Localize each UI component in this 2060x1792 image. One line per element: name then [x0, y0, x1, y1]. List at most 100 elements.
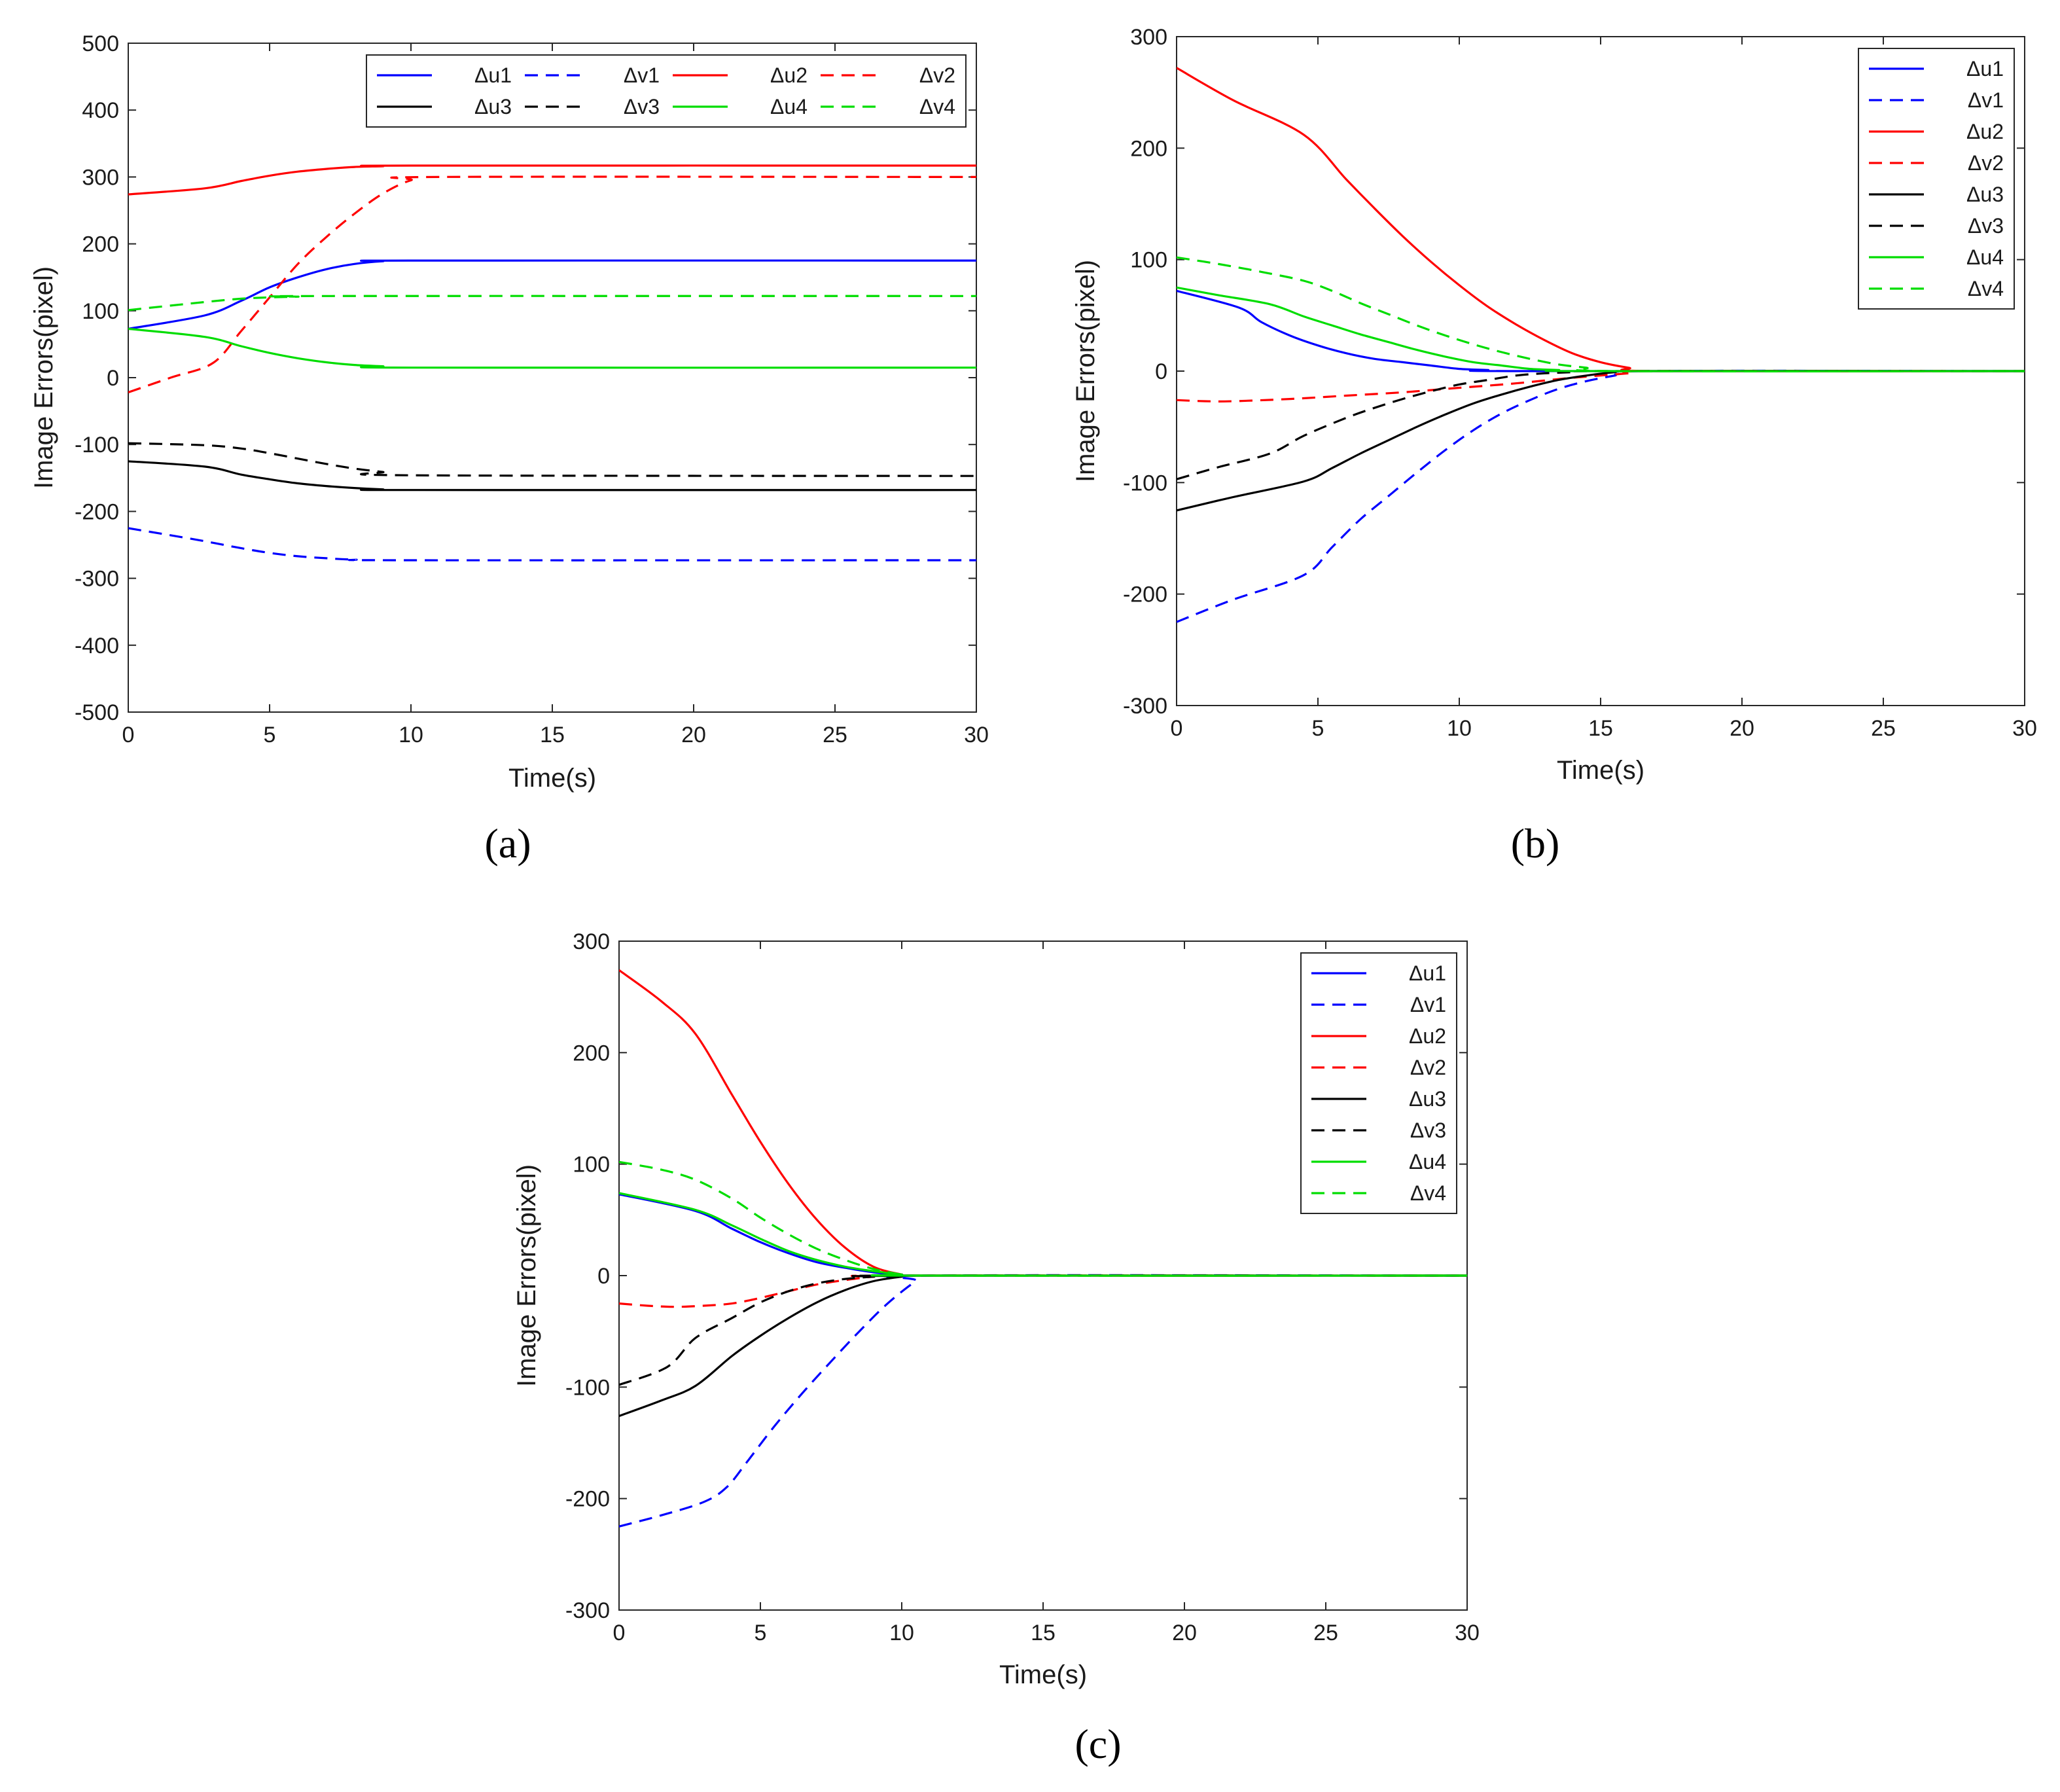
chart-a-ytick-label: -300 [75, 567, 119, 592]
chart-c-legend-label: Δv1 [1410, 993, 1446, 1016]
chart-a-legend-label: Δu3 [474, 95, 512, 118]
chart-a-series-delta-v3 [128, 442, 976, 477]
chart-c-ytick-label: 200 [573, 1041, 610, 1066]
chart-a-series-delta-v1 [128, 527, 976, 562]
chart-a-legend-label: Δu2 [770, 63, 808, 87]
chart-b-ytick-label: 100 [1130, 248, 1167, 273]
chart-b-legend: Δu1 Δv1 Δu2 Δv2 Δu3 Δv3 Δu4 Δv4 [1858, 48, 2015, 310]
chart-b-ytick-label: 200 [1130, 136, 1167, 161]
chart-a-plot-area: 0 5 10 15 20 25 30 -500 -400 -300 -200 -100 0 100 200 3… [75, 31, 989, 747]
chart-c-plot-area: 0 5 10 15 20 25 30 -300 -200 -100 0 100 200 300 Δu1 Δv1… [565, 929, 1480, 1645]
chart-c-series-delta-v3 [619, 1274, 1467, 1386]
chart-a-xtick-label: 20 [681, 723, 706, 747]
chart-b-ytick-label: -300 [1123, 694, 1167, 719]
chart-c-ytick-label: -100 [565, 1375, 610, 1400]
chart-a-legend-label: Δv1 [624, 63, 660, 87]
chart-a-series-delta-v2 [128, 175, 976, 394]
chart-a-ytick-label: -200 [75, 499, 119, 524]
chart-a-legend-label: Δv4 [919, 95, 955, 118]
chart-a-series-delta-v4 [128, 295, 976, 312]
chart-a-ytick-label: -500 [75, 700, 119, 725]
chart-b-xtick-label: 30 [2012, 716, 2037, 741]
chart-a-ytick-label: 400 [82, 98, 119, 123]
chart-c-legend-label: Δv2 [1410, 1056, 1446, 1079]
chart-c-series-delta-v4 [619, 1160, 1467, 1277]
chart-c-legend-label: Δu4 [1409, 1150, 1446, 1174]
chart-panel-b: 0 5 10 15 20 25 30 -300 -200 -100 0 100 200 300 Δu1 Δv1… [1071, 25, 2037, 867]
chart-b-ytick-label: -100 [1123, 471, 1167, 495]
chart-b-xtick-label: 25 [1871, 716, 1896, 741]
chart-a-xtick-label: 25 [823, 723, 847, 747]
chart-c-legend-label: Δv4 [1410, 1181, 1446, 1205]
chart-c-ylabel: Image Errors(pixel) [512, 1164, 541, 1387]
chart-b-plot-area: 0 5 10 15 20 25 30 -300 -200 -100 0 100 200 300 Δu1 Δv1… [1123, 25, 2037, 741]
chart-b-xlabel: Time(s) [1557, 756, 1644, 785]
chart-a-xlabel: Time(s) [508, 764, 596, 793]
chart-a-xtick-label: 15 [540, 723, 565, 747]
chart-a-xtick-label: 10 [399, 723, 423, 747]
chart-b-series-delta-v4 [1177, 256, 2025, 372]
chart-b-ytick-label: 300 [1130, 25, 1167, 50]
chart-b-series-group [1177, 67, 2025, 623]
chart-c-xtick-label: 15 [1031, 1621, 1056, 1645]
chart-a-legend-box [366, 54, 967, 128]
chart-a-xtick-label: 5 [264, 723, 276, 747]
chart-a-ytick-label: 300 [82, 165, 119, 190]
chart-a-legend: Δu1 Δv1 Δu2 Δv2 Δu3 Δv3 Δu4 Δv4 [366, 54, 967, 128]
chart-b-panel-label: (b) [1511, 820, 1560, 867]
chart-panel-a: 0 5 10 15 20 25 30 -500 -400 -300 -200 -100 0 100 200 3… [29, 31, 989, 867]
chart-b-xtick-label: 0 [1171, 716, 1183, 741]
chart-a-legend-label: Δv3 [624, 95, 660, 118]
chart-a-series-group [128, 164, 976, 562]
chart-a-series-delta-u2 [128, 164, 976, 196]
chart-c-ytick-label: 0 [597, 1264, 610, 1289]
chart-b-legend-label: Δu3 [1966, 183, 2004, 206]
chart-c-ytick-label: 300 [573, 929, 610, 954]
chart-c-xtick-label: 5 [755, 1621, 767, 1645]
chart-c-series-delta-u4 [619, 1192, 1467, 1277]
chart-a-series-delta-u4 [128, 327, 976, 369]
chart-a-legend-label: Δu4 [770, 95, 808, 118]
chart-a-frame [128, 43, 977, 713]
chart-a-xtick-label: 30 [964, 723, 989, 747]
chart-c-xtick-label: 25 [1313, 1621, 1338, 1645]
chart-b-ytick-label: 0 [1155, 359, 1167, 384]
chart-c-legend-label: Δu3 [1409, 1087, 1446, 1111]
chart-b-ylabel: Image Errors(pixel) [1071, 260, 1100, 482]
chart-c-legend-box [1300, 952, 1457, 1214]
chart-a-ytick-label: -400 [75, 634, 119, 658]
chart-b-legend-box [1858, 48, 2015, 310]
chart-b-legend-label: Δv3 [1968, 214, 2004, 238]
chart-c-xlabel: Time(s) [999, 1660, 1087, 1689]
chart-c-xtick-label: 0 [613, 1621, 626, 1645]
chart-a-ylabel: Image Errors(pixel) [29, 266, 58, 489]
chart-c-xtick-label: 30 [1455, 1621, 1480, 1645]
chart-b-legend-label: Δv1 [1968, 88, 2004, 112]
chart-b-series-delta-v1 [1177, 369, 2025, 623]
chart-c-legend-label: Δu1 [1409, 961, 1446, 985]
chart-c-xtick-label: 10 [889, 1621, 914, 1645]
chart-a-legend-label: Δu1 [474, 63, 512, 87]
chart-a-ytick-label: 200 [82, 232, 119, 257]
chart-b-legend-label: Δv2 [1968, 151, 2004, 175]
chart-a-panel-label: (a) [484, 820, 531, 867]
chart-a-legend-label: Δv2 [919, 63, 955, 87]
chart-b-xtick-label: 10 [1447, 716, 1472, 741]
chart-c-series-group [619, 969, 1467, 1528]
chart-c-ytick-label: -300 [565, 1598, 610, 1623]
chart-a-series-delta-u1 [128, 259, 976, 330]
chart-b-xtick-label: 20 [1730, 716, 1754, 741]
chart-panel-c: 0 5 10 15 20 25 30 -300 -200 -100 0 100 200 300 Δu1 Δv1… [512, 929, 1480, 1767]
chart-b-legend-label: Δv4 [1968, 277, 2004, 300]
chart-c-legend: Δu1 Δv1 Δu2 Δv2 Δu3 Δv3 Δu4 Δv4 [1300, 952, 1457, 1214]
chart-b-legend-label: Δu1 [1966, 57, 2004, 81]
chart-b-xtick-label: 5 [1312, 716, 1324, 741]
chart-b-ytick-label: -200 [1123, 582, 1167, 607]
chart-a-ytick-label: 500 [82, 31, 119, 56]
chart-b-legend-label: Δu4 [1966, 245, 2004, 269]
chart-a-xtick-label: 0 [122, 723, 135, 747]
chart-c-legend-label: Δu2 [1409, 1024, 1446, 1048]
chart-a-ytick-label: 0 [107, 366, 119, 391]
chart-a-series-delta-u3 [128, 460, 976, 492]
